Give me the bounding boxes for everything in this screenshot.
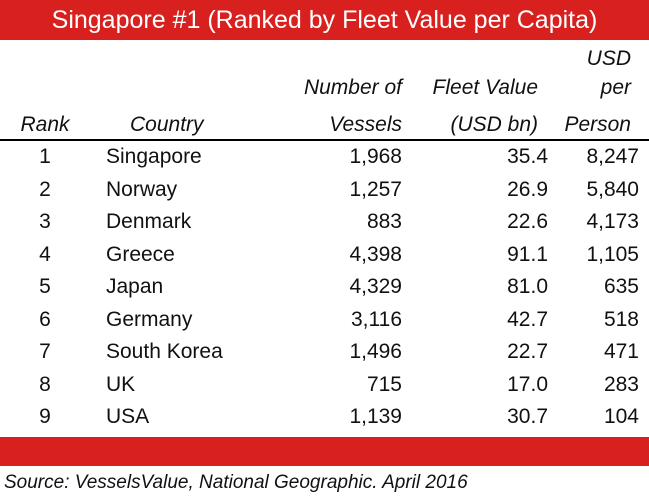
vessels-cell: 715 <box>366 372 402 396</box>
vessels-cell: 1,496 <box>349 340 402 364</box>
fleet-value-cell: 26.9 <box>507 177 548 201</box>
usd-header-line1: USD per <box>586 47 631 99</box>
footer-bar <box>0 437 649 466</box>
vessels-cell: 883 <box>366 210 402 234</box>
rank-cell: 1 <box>39 145 51 169</box>
usd-per-person-cell: 104 <box>603 405 639 429</box>
country-cell: UK <box>106 372 136 396</box>
source-note: Source: VesselsValue, National Geographi… <box>4 472 468 493</box>
table-row: 9 USA 1,139 30.7 104 <box>0 401 649 434</box>
usd-per-person-cell: 518 <box>603 307 639 331</box>
rank-cell: 2 <box>39 177 51 201</box>
fleet-value-cell: 91.1 <box>507 242 548 266</box>
fleet-value-cell: 22.7 <box>507 340 548 364</box>
header-divider <box>0 139 649 141</box>
rank-cell: 8 <box>39 372 51 396</box>
value-header-line1: Fleet Value <box>432 76 538 99</box>
usd-per-person-cell: 8,247 <box>586 145 639 169</box>
vessels-cell: 1,139 <box>349 405 402 429</box>
country-cell: Germany <box>106 307 193 331</box>
country-header-spacer <box>90 44 290 102</box>
country-cell: Greece <box>106 242 175 266</box>
vessels-cell: 1,257 <box>349 177 402 201</box>
vessels-cell: 3,116 <box>351 307 402 331</box>
page-title: Singapore #1 (Ranked by Fleet Value per … <box>0 0 649 40</box>
usd-per-person-cell: 1,105 <box>586 242 639 266</box>
country-cell: Japan <box>106 275 164 299</box>
value-header-line2: (USD bn) <box>450 113 538 136</box>
rank-cell: 5 <box>39 275 51 299</box>
country-header: Country <box>130 113 204 136</box>
rank-cell: 4 <box>39 242 51 266</box>
vessels-cell: 4,398 <box>349 242 402 266</box>
table-row: 8 UK 715 17.0 283 <box>0 369 649 402</box>
country-cell: USA <box>106 405 150 429</box>
vessels-cell: 4,329 <box>349 275 402 299</box>
country-cell: Singapore <box>106 145 202 169</box>
rank-header: Rank <box>20 113 70 136</box>
usd-per-person-cell: 283 <box>603 372 639 396</box>
table-row: 6 Germany 3,116 42.7 518 <box>0 304 649 337</box>
vessels-header-line2: Vessels <box>329 113 402 136</box>
table-row: 5 Japan 4,329 81.0 635 <box>0 271 649 304</box>
vessels-cell: 1,968 <box>349 145 402 169</box>
rank-header-spacer <box>0 44 90 102</box>
fleet-value-cell: 42.7 <box>507 307 548 331</box>
country-cell: Norway <box>106 177 178 201</box>
fleet-value-cell: 30.7 <box>507 405 548 429</box>
header-row-top: Number of Fleet Value USD per <box>0 44 649 102</box>
header-row-bottom: Rank Country Vessels (USD bn) Person <box>0 102 649 139</box>
fleet-value-cell: 17.0 <box>507 372 548 396</box>
usd-per-person-cell: 4,173 <box>586 210 639 234</box>
table-row: 7 South Korea 1,496 22.7 471 <box>0 336 649 369</box>
usd-per-person-cell: 471 <box>603 340 639 364</box>
fleet-value-table: Number of Fleet Value USD per Rank Count… <box>0 44 649 466</box>
table-row: 2 Norway 1,257 26.9 5,840 <box>0 174 649 207</box>
table-row: 3 Denmark 883 22.6 4,173 <box>0 206 649 239</box>
rank-cell: 7 <box>39 340 51 364</box>
usd-per-person-cell: 635 <box>603 275 639 299</box>
rank-cell: 9 <box>39 405 51 429</box>
usd-per-person-cell: 5,840 <box>586 177 639 201</box>
fleet-value-cell: 35.4 <box>507 145 548 169</box>
usd-header-line2: Person <box>564 113 631 136</box>
country-cell: South Korea <box>106 340 223 364</box>
fleet-value-cell: 22.6 <box>507 210 548 234</box>
vessels-header-line1: Number of <box>303 76 402 99</box>
table-row: 4 Greece 4,398 91.1 1,105 <box>0 239 649 272</box>
rank-cell: 6 <box>39 307 51 331</box>
table-row: 1 Singapore 1,968 35.4 8,247 <box>0 141 649 174</box>
country-cell: Denmark <box>106 210 192 234</box>
fleet-value-cell: 81.0 <box>507 275 548 299</box>
rank-cell: 3 <box>39 210 51 234</box>
